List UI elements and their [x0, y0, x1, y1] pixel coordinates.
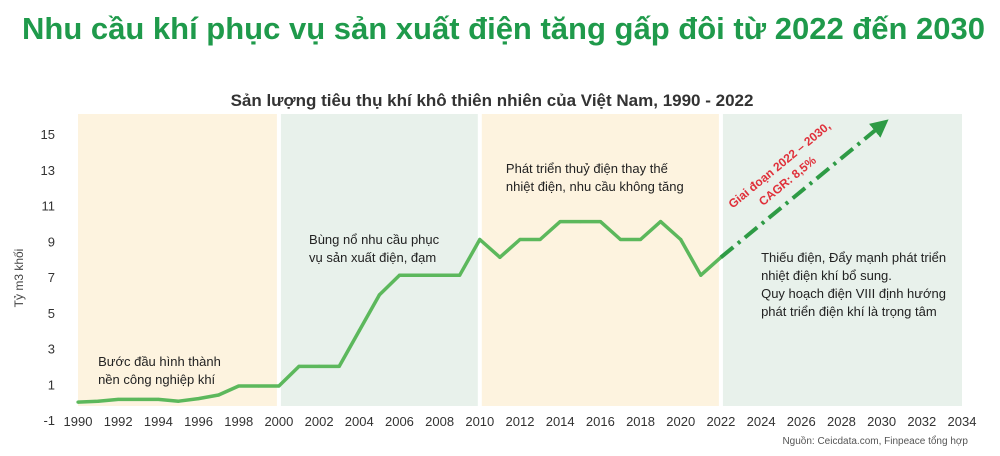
x-tick-label: 2000 — [264, 414, 293, 429]
series-layer — [76, 119, 889, 404]
y-tick-label: 1 — [48, 377, 55, 392]
period-band-4 — [720, 114, 962, 406]
period-label-2-line-1: Bùng nổ nhu cầu phục — [309, 232, 440, 247]
period-label-1-line-1: Bước đầu hình thành — [98, 354, 221, 369]
y-axis-label: Tỷ m3 khối — [12, 249, 26, 308]
source-note: Nguồn: Ceicdata.com, Finpeace tổng hợp — [782, 435, 968, 447]
period-label-3-line-2: nhiệt điện, nhu cầu không tăng — [506, 179, 684, 194]
data-point — [176, 399, 181, 403]
x-tick-label: 2014 — [546, 414, 575, 429]
data-point — [96, 399, 100, 403]
period-band-2 — [278, 114, 480, 406]
y-tick-label: 7 — [48, 270, 55, 285]
x-tick-label: 2022 — [706, 414, 735, 429]
data-point — [478, 237, 482, 242]
y-tick-label: 9 — [48, 234, 55, 249]
data-point — [237, 384, 241, 388]
data-point — [217, 393, 221, 397]
x-tick-label: 2006 — [385, 414, 414, 429]
data-point — [397, 273, 402, 277]
x-tick-label: 2032 — [907, 414, 936, 429]
data-point — [317, 364, 321, 368]
period-label-3-line-1: Phát triển thuỷ điện thay thế — [506, 161, 669, 176]
x-tick-label: 2020 — [666, 414, 695, 429]
data-point — [598, 219, 602, 224]
data-point — [337, 364, 341, 368]
x-tick-label: 2018 — [626, 414, 655, 429]
period-label-1-line-2: nền công nghiệp khí — [98, 372, 215, 387]
data-point — [277, 384, 281, 388]
x-tick-label: 2026 — [787, 414, 816, 429]
data-point — [538, 237, 542, 242]
period-label-4-line-2: nhiệt điện khí bổ sung. — [761, 268, 892, 283]
y-tick-label: 11 — [42, 199, 56, 214]
period-bands — [78, 114, 962, 406]
data-point — [136, 397, 140, 402]
y-tick-label: -1 — [43, 413, 55, 428]
data-point — [679, 237, 683, 242]
chart-title: Sản lượng tiêu thụ khí khô thiên nhiên c… — [231, 91, 754, 110]
x-tick-label: 1992 — [104, 414, 133, 429]
period-band-1 — [78, 114, 279, 406]
data-point — [438, 273, 442, 277]
period-band-3 — [479, 114, 721, 406]
period-label-4-line-3: Quy hoạch điện VIII định hướng — [761, 286, 946, 301]
data-point — [257, 384, 261, 388]
x-tick-label: 1996 — [184, 414, 213, 429]
period-label-4-line-4: phát triển điện khí là trọng tâm — [761, 304, 937, 319]
period-label-4-line-1: Thiếu điện, Đẩy mạnh phát triển — [761, 250, 946, 265]
data-point — [578, 219, 582, 224]
data-point — [699, 273, 703, 277]
x-tick-label: 2028 — [827, 414, 856, 429]
x-tick-label: 1998 — [224, 414, 253, 429]
x-tick-label: 2012 — [506, 414, 535, 429]
headline: Nhu cầu khí phục vụ sản xuất điện tăng g… — [22, 11, 985, 46]
x-tick-label: 1990 — [64, 414, 93, 429]
x-tick-label: 2008 — [425, 414, 454, 429]
forecast-arrow — [719, 119, 889, 259]
data-point — [638, 237, 643, 242]
data-point — [116, 397, 120, 402]
data-point — [659, 219, 663, 224]
data-point — [196, 396, 201, 401]
y-tick-label: 13 — [41, 163, 55, 178]
x-tick-label: 2024 — [747, 414, 776, 429]
data-point — [458, 273, 462, 277]
period-label-2-line-2: vụ sản xuất điện, đạm — [309, 250, 436, 265]
period-dividers — [276, 114, 723, 406]
data-point — [417, 273, 422, 277]
x-tick-label: 2004 — [345, 414, 374, 429]
y-tick-label: 15 — [41, 127, 55, 142]
data-point — [357, 329, 361, 333]
data-point — [297, 364, 301, 368]
data-point — [76, 400, 80, 404]
x-tick-label: 2016 — [586, 414, 615, 429]
x-tick-label: 1994 — [144, 414, 173, 429]
x-tick-label: 2034 — [948, 414, 977, 429]
y-tick-label: 5 — [48, 306, 55, 321]
data-point — [558, 219, 562, 224]
x-tick-label: 2030 — [867, 414, 896, 429]
x-tick-label: 2010 — [465, 414, 494, 429]
data-point — [498, 255, 502, 259]
x-tick-label: 2002 — [305, 414, 334, 429]
y-tick-label: 3 — [48, 342, 55, 357]
data-point — [518, 237, 522, 242]
data-point — [377, 293, 381, 297]
data-point — [156, 397, 160, 402]
data-point — [618, 237, 623, 242]
